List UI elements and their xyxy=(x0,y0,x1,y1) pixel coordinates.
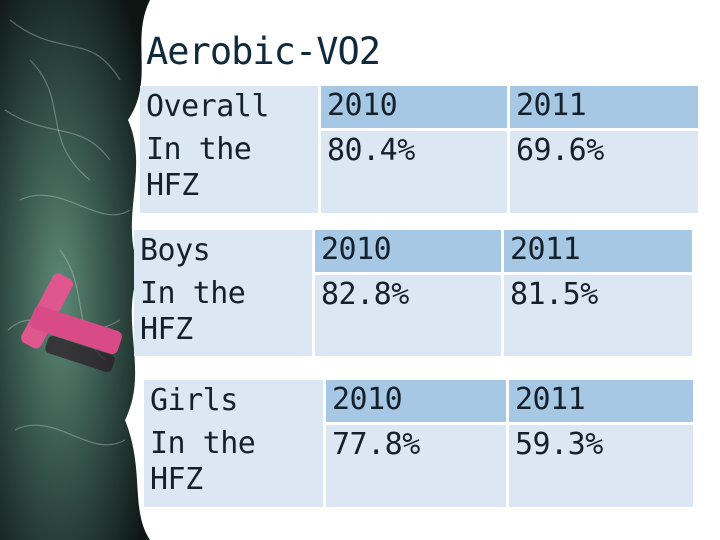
qualifier-line1: In the xyxy=(140,276,246,311)
category-label: Boys xyxy=(140,233,211,268)
chalk-icon xyxy=(21,273,122,373)
girls-table: Girls In the HFZ 2010 2011 77.8% 59.3% xyxy=(144,380,693,507)
qualifier-line1: In the xyxy=(146,132,252,167)
slide-title: Aerobic-VO2 xyxy=(146,30,381,73)
qualifier-line2: HFZ xyxy=(146,168,199,203)
qualifier-line2: HFZ xyxy=(150,462,203,497)
year-2010-header: 2010 xyxy=(315,230,501,272)
boys-label-cell: Boys In the HFZ xyxy=(134,230,312,356)
girls-label-cell: Girls In the HFZ xyxy=(144,380,323,507)
overall-label-cell: Overall In the HFZ xyxy=(140,86,318,213)
value-2011-cell: 81.5% xyxy=(504,275,692,356)
chalkboard-decoration xyxy=(0,0,150,540)
value-2011-cell: 59.3% xyxy=(509,425,693,507)
year-2010-header: 2010 xyxy=(321,86,507,128)
year-2011-header: 2011 xyxy=(504,230,692,272)
qualifier-line2: HFZ xyxy=(140,312,193,347)
category-label: Girls xyxy=(150,383,238,418)
boys-table: Boys In the HFZ 2010 2011 82.8% 81.5% xyxy=(134,230,692,356)
qualifier-line1: In the xyxy=(150,426,256,461)
year-2010-header: 2010 xyxy=(326,380,506,422)
category-label: Overall xyxy=(146,89,269,124)
year-2011-header: 2011 xyxy=(510,86,698,128)
value-2010-cell: 80.4% xyxy=(321,131,507,213)
value-2011-cell: 69.6% xyxy=(510,131,698,213)
year-2011-header: 2011 xyxy=(509,380,693,422)
value-2010-cell: 82.8% xyxy=(315,275,501,356)
overall-table: Overall In the HFZ 2010 2011 80.4% 69.6% xyxy=(140,86,698,213)
value-2010-cell: 77.8% xyxy=(326,425,506,507)
